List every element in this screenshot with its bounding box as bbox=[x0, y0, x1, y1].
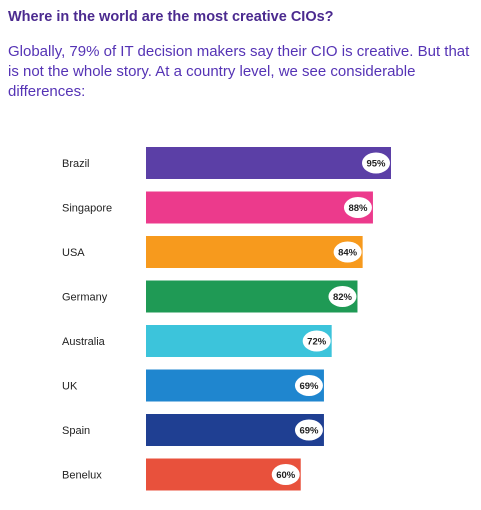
category-label: Germany bbox=[62, 292, 108, 304]
bar bbox=[146, 147, 391, 179]
value-label: 82% bbox=[333, 292, 353, 303]
value-label: 84% bbox=[338, 248, 358, 259]
chart-subtitle: Globally, 79% of IT decision makers say … bbox=[8, 43, 470, 100]
bar bbox=[146, 414, 324, 446]
category-label: UK bbox=[62, 381, 78, 393]
value-label: 95% bbox=[366, 159, 386, 170]
category-label: USA bbox=[62, 247, 85, 259]
value-label: 72% bbox=[307, 337, 327, 348]
category-label: Brazil bbox=[62, 158, 90, 170]
category-label: Benelux bbox=[62, 470, 102, 482]
category-label: Spain bbox=[62, 425, 90, 437]
value-label: 69% bbox=[299, 381, 319, 392]
value-badge bbox=[271, 464, 300, 485]
bar bbox=[146, 369, 324, 402]
bar bbox=[146, 236, 363, 268]
value-label: 60% bbox=[276, 470, 296, 481]
value-badge bbox=[328, 286, 357, 307]
bar bbox=[146, 191, 373, 224]
bar bbox=[146, 325, 332, 357]
value-badge bbox=[294, 375, 323, 396]
value-label: 69% bbox=[299, 426, 319, 437]
category-label: Australia bbox=[62, 336, 106, 348]
category-label: Singapore bbox=[62, 203, 112, 215]
bar bbox=[146, 280, 358, 313]
value-badge bbox=[302, 330, 331, 352]
value-badge bbox=[362, 152, 390, 174]
value-badge bbox=[333, 241, 362, 263]
value-badge bbox=[343, 197, 372, 218]
chart-title: Where in the world are the most creative… bbox=[8, 9, 334, 25]
value-badge bbox=[294, 419, 323, 441]
value-label: 88% bbox=[348, 203, 368, 214]
